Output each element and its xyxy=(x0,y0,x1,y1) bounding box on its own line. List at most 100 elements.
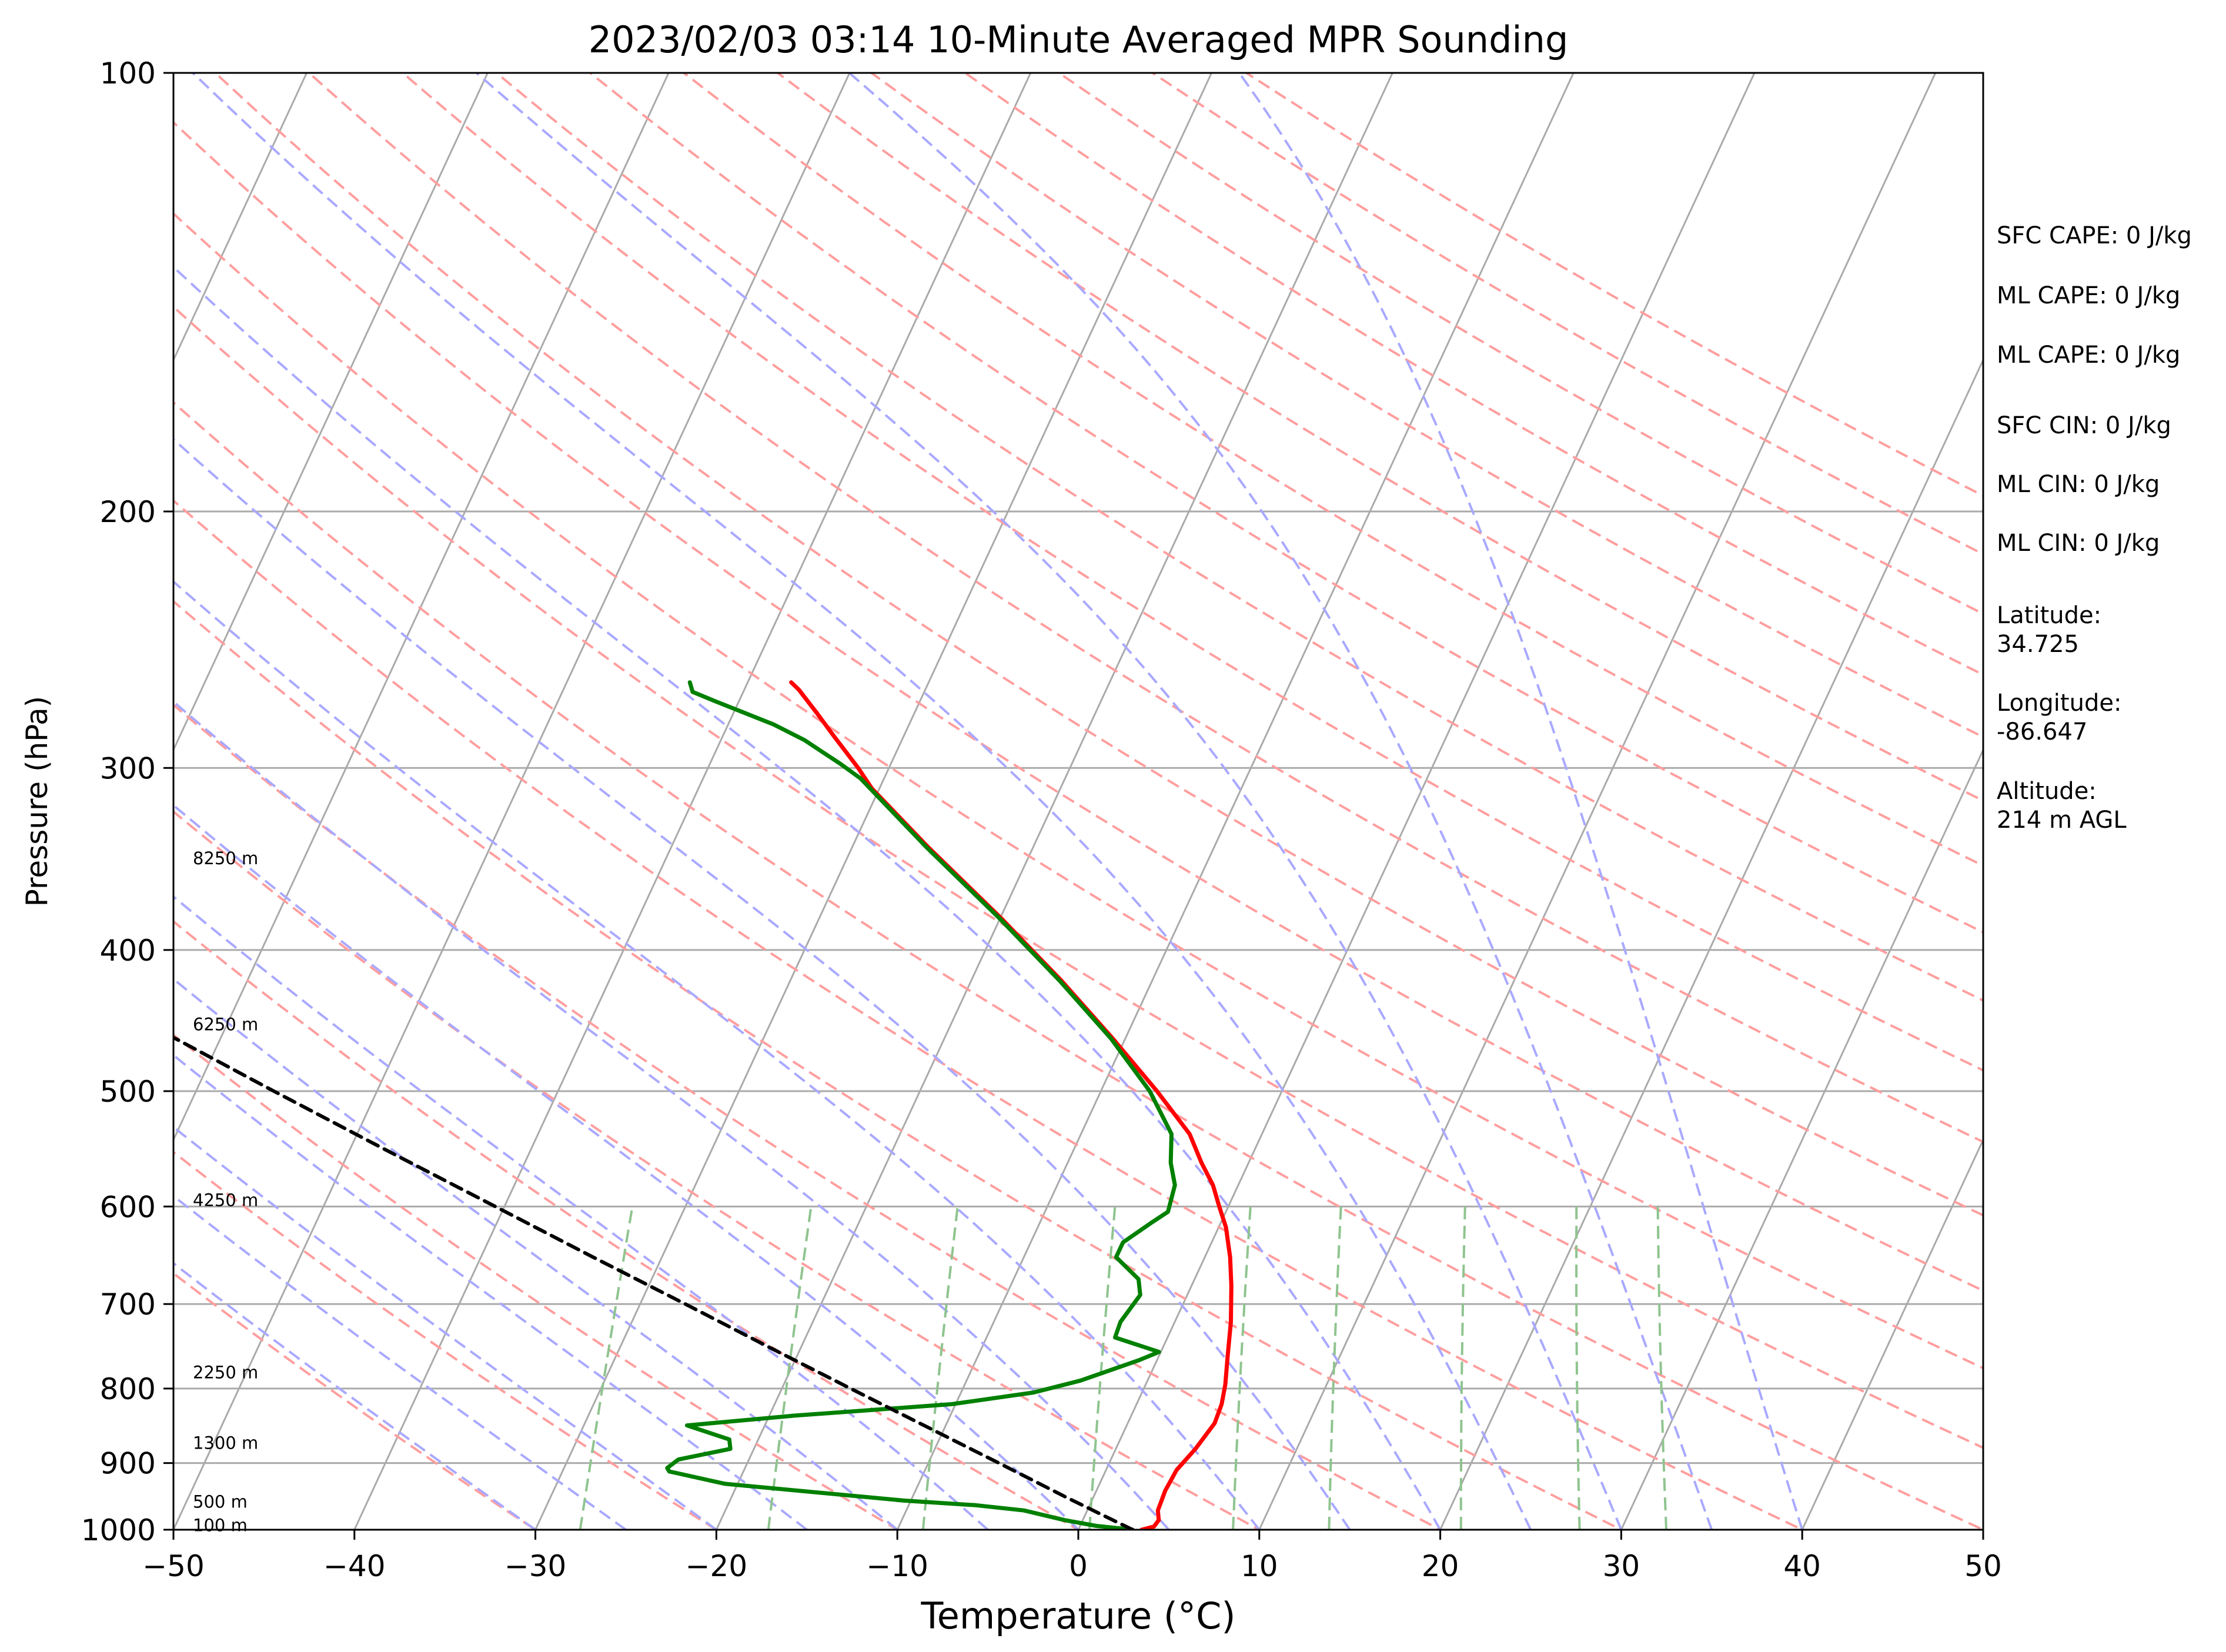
x-tick-label: −50 xyxy=(142,1549,205,1583)
isotherm-line xyxy=(1077,73,1756,1530)
y-tick-label: 400 xyxy=(100,934,156,968)
altitude-value: 214 m AGL xyxy=(1997,807,2127,834)
moist-adiabat-line xyxy=(173,895,989,1530)
dry-adiabat-line xyxy=(214,73,1983,1217)
mixing-ratio-line xyxy=(1088,1206,1117,1530)
y-tick-label: 700 xyxy=(100,1288,156,1322)
y-tick-label: 500 xyxy=(100,1075,156,1109)
y-tick-label: 100 xyxy=(100,56,156,91)
dry-adiabat-line xyxy=(173,305,1983,1449)
y-tick-label: 200 xyxy=(100,495,156,529)
dewpoint-profile xyxy=(665,680,1177,1530)
latitude-value: 34.725 xyxy=(1997,631,2079,658)
dry-adiabat-line xyxy=(1058,73,1983,616)
moist-adiabat-line xyxy=(476,73,1623,1530)
y-tick-label: 300 xyxy=(100,751,156,785)
longitude-value: -86.647 xyxy=(1997,718,2087,745)
isotherm-line xyxy=(1439,357,1983,1530)
dry-adiabat-line xyxy=(308,73,1983,1143)
isotherm-line xyxy=(173,73,308,362)
isotherm-line xyxy=(716,73,1393,1530)
ml-cape-text-1: ML CAPE: 0 J/kg xyxy=(1997,282,2180,309)
ml-cin-text-2: ML CIN: 0 J/kg xyxy=(1997,530,2160,557)
moist-adiabat-line xyxy=(173,804,1079,1530)
sfc-cin-text: SFC CIN: 0 J/kg xyxy=(1997,412,2171,439)
dry-adiabat-line xyxy=(173,810,1262,1530)
height-label: 8250 m xyxy=(193,848,258,868)
isotherm-line xyxy=(1620,747,1983,1530)
x-tick-label: 50 xyxy=(1964,1549,2002,1583)
y-tick-label: 1000 xyxy=(81,1513,156,1547)
axes: −50 −40 −30 −20 −10 0 10 20 30 40 50 100 200 300 400 50… xyxy=(81,56,2002,1583)
dry-adiabat-line xyxy=(173,1272,538,1530)
isotherm-line xyxy=(353,73,1032,1530)
ml-cape-text-2: ML CAPE: 0 J/kg xyxy=(1997,342,2180,369)
ml-cin-text-1: ML CIN: 0 J/kg xyxy=(1997,471,2160,498)
sounding-indices-panel: SFC CAPE: 0 J/kg ML CAPE: 0 J/kg ML CAPE… xyxy=(1997,222,2192,834)
plot-background-lines xyxy=(173,73,1983,1530)
height-label: 100 m xyxy=(193,1515,248,1535)
altitude-label: Altitude: xyxy=(1997,778,2097,805)
x-tick-label: 20 xyxy=(1422,1549,1459,1583)
dry-adiabat-line xyxy=(496,73,1983,1002)
mixing-ratio-line xyxy=(1232,1206,1252,1530)
dry-adiabat-line xyxy=(964,73,1983,676)
mixing-ratio-line xyxy=(1575,1206,1581,1530)
moist-adiabat-line xyxy=(173,700,1170,1530)
isotherm-line xyxy=(173,73,851,1530)
moist-adiabat-line xyxy=(848,73,1713,1530)
y-axis-label: Pressure (hPa) xyxy=(20,696,54,907)
x-axis-label: Temperature (°C) xyxy=(920,1594,1235,1637)
height-labels: 8250 m 6250 m 4250 m 2250 m 1300 m 500 m 100 m xyxy=(193,848,258,1536)
height-label: 500 m xyxy=(193,1492,248,1512)
isotherm-line xyxy=(173,73,670,1142)
moist-adiabat-line xyxy=(173,1125,717,1530)
height-label: 2250 m xyxy=(193,1363,258,1383)
moist-adiabat-line xyxy=(192,73,1532,1530)
x-tick-label: −20 xyxy=(686,1549,748,1583)
y-tick-label: 600 xyxy=(100,1190,156,1224)
mixing-ratio-line xyxy=(1328,1206,1342,1530)
mixing-ratio-line xyxy=(767,1206,813,1530)
dry-adiabat-line xyxy=(173,1151,719,1530)
dry-adiabat-line xyxy=(777,73,1983,802)
isotherm-line xyxy=(534,73,1212,1530)
isotherm-line xyxy=(1258,73,1937,1530)
x-tick-label: −10 xyxy=(866,1549,928,1583)
dry-adiabat-line xyxy=(173,212,1983,1370)
height-label: 6250 m xyxy=(193,1015,258,1035)
plot-series xyxy=(173,680,1234,1530)
moist-adiabat-line xyxy=(173,265,1442,1530)
isotherm-line xyxy=(896,73,1575,1530)
moist-adiabat-line xyxy=(173,1262,536,1530)
x-tick-label: 0 xyxy=(1069,1549,1088,1583)
moist-adiabat-line xyxy=(173,437,1351,1530)
x-tick-label: 40 xyxy=(1783,1549,1821,1583)
y-tick-label: 900 xyxy=(100,1447,156,1481)
moist-adiabat-line xyxy=(173,580,1261,1530)
moist-adiabat-line xyxy=(1238,73,1804,1530)
y-tick-label: 800 xyxy=(100,1372,156,1406)
latitude-label: Latitude: xyxy=(1997,602,2101,629)
chart-title: 2023/02/03 03:14 10-Minute Averaged MPR … xyxy=(589,18,1569,61)
longitude-label: Longitude: xyxy=(1997,690,2121,717)
x-tick-label: −30 xyxy=(504,1549,567,1583)
dry-adiabat-line xyxy=(173,600,1625,1530)
height-label: 4250 m xyxy=(193,1190,258,1210)
parcel-profile xyxy=(173,1035,1135,1530)
dry-adiabat-line xyxy=(173,400,1983,1530)
x-tick-label: −40 xyxy=(323,1549,386,1583)
mixing-ratio-line xyxy=(1656,1206,1667,1530)
isotherm-line xyxy=(1801,1138,1983,1530)
dry-adiabat-line xyxy=(173,499,1805,1530)
x-tick-label: 30 xyxy=(1603,1549,1640,1583)
sfc-cape-text: SFC CAPE: 0 J/kg xyxy=(1997,222,2192,249)
moist-adiabat-line xyxy=(173,1194,627,1530)
mixing-ratio-line xyxy=(579,1206,634,1530)
height-label: 1300 m xyxy=(193,1433,258,1453)
moist-adiabat-line xyxy=(173,977,898,1530)
mixing-ratio-line xyxy=(1459,1206,1466,1530)
x-tick-label: 10 xyxy=(1241,1549,1278,1583)
dry-adiabat-line xyxy=(173,1033,900,1530)
